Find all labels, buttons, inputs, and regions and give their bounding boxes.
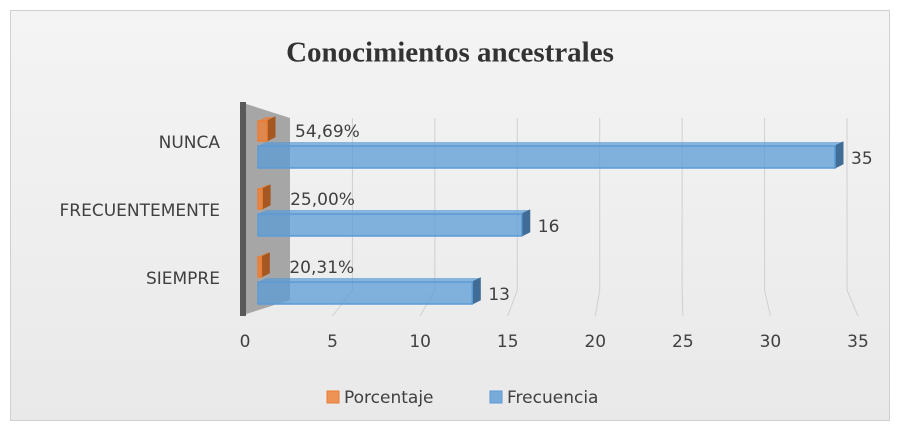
x-tick-label: 30 (760, 332, 782, 352)
percent-bar-face (261, 184, 271, 210)
frequency-bar-face (521, 209, 531, 237)
percent-bar-face (260, 252, 270, 278)
frequency-bar-face (257, 213, 523, 237)
percent-bar-face (257, 256, 263, 278)
frequency-bar-face (257, 281, 474, 305)
percent-bar-face (257, 188, 263, 210)
y-tick-label: FRECUENTEMENTE (60, 201, 220, 221)
grid-line (507, 118, 518, 317)
x-tick-label: 0 (240, 332, 251, 352)
percent-bar-face (266, 116, 276, 142)
frequency-bar-face (258, 210, 530, 214)
grid-line (594, 118, 601, 317)
legend-swatch (326, 390, 340, 404)
percent-bar (257, 116, 276, 142)
data-label: 16 (538, 217, 560, 237)
data-label: 20,31% (289, 258, 354, 278)
x-tick-label: 10 (409, 332, 431, 352)
x-tick-label: 20 (584, 332, 606, 352)
y-tick-label: SIEMPRE (146, 269, 220, 289)
percent-bar-face (257, 120, 268, 142)
data-label: 35 (851, 149, 873, 169)
x-tick-label: 35 (847, 332, 869, 352)
frequency-bar (257, 141, 844, 169)
percent-bar (257, 252, 270, 278)
x-tick-label: 15 (497, 332, 519, 352)
grid-line (764, 118, 771, 317)
frequency-bar-face (257, 145, 836, 169)
data-label: 54,69% (295, 122, 360, 142)
data-label: 25,00% (290, 190, 355, 210)
y-tick-label: NUNCA (159, 133, 221, 153)
x-tick-label: 5 (327, 332, 338, 352)
legend-swatch (489, 390, 503, 404)
percent-bar-face (258, 117, 276, 121)
grid-line (846, 118, 859, 317)
data-label: 13 (488, 285, 510, 305)
legend-label: Frecuencia (507, 388, 598, 408)
frequency-bar-face (258, 278, 481, 282)
grid-line (681, 118, 684, 317)
legend-label: Porcentaje (344, 388, 434, 408)
frequency-bar (257, 277, 481, 305)
chart-title: Conocimientos ancestrales (286, 37, 614, 69)
frequency-bar-face (258, 142, 843, 146)
wall-edge (240, 102, 246, 316)
frequency-bar-face (834, 141, 844, 169)
x-tick-label: 25 (672, 332, 694, 352)
frequency-bar-face (471, 277, 481, 305)
percent-bar (257, 184, 271, 210)
frequency-bar (257, 209, 531, 237)
